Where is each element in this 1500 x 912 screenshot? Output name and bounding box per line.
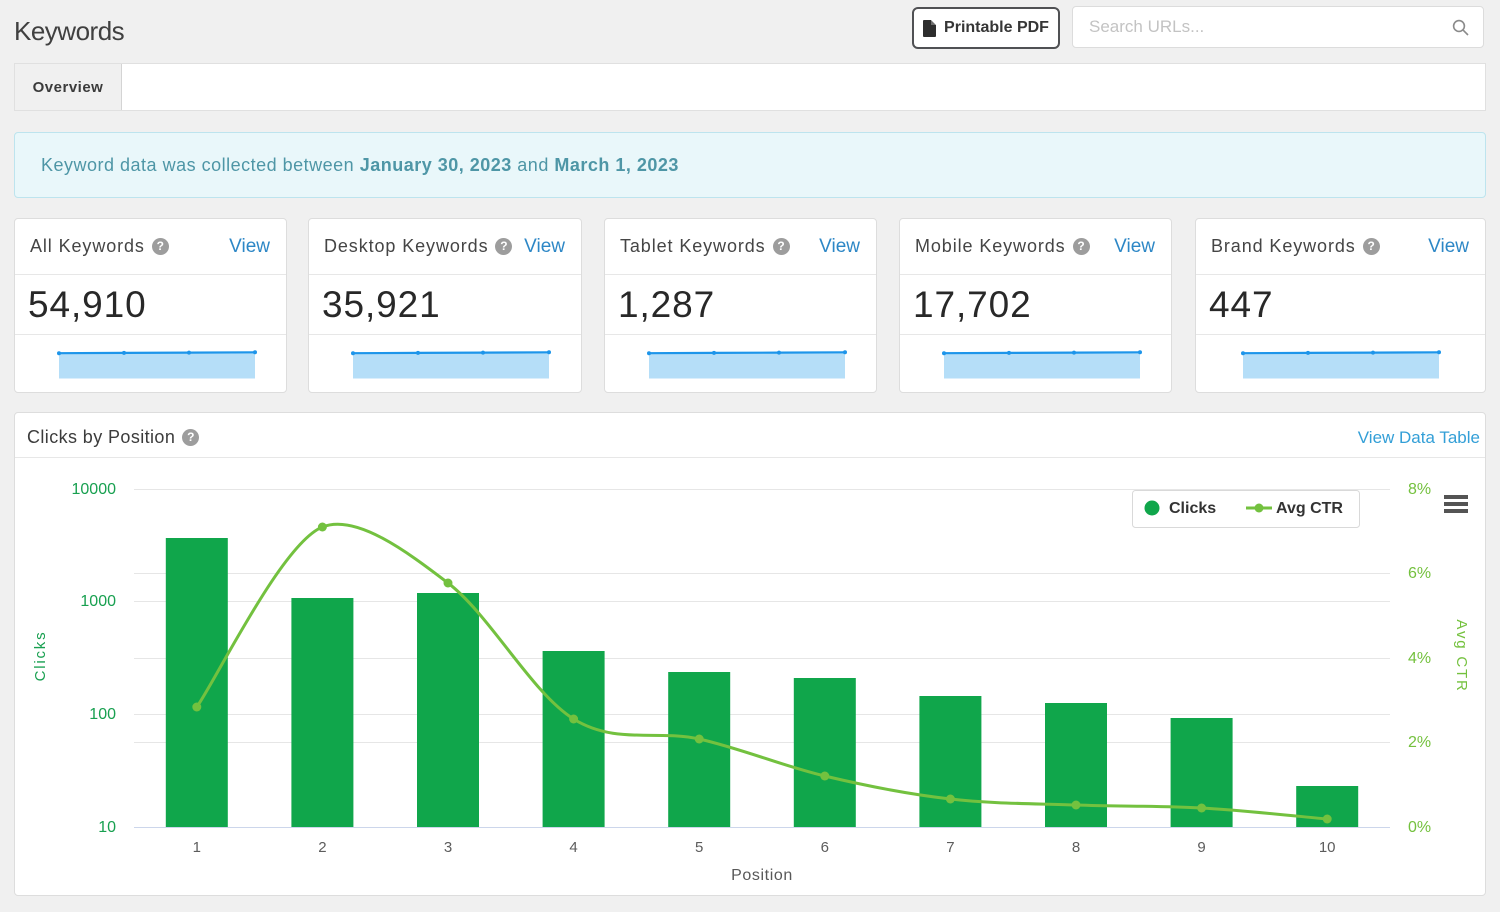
svg-text:6%: 6% — [1408, 565, 1431, 582]
svg-text:10: 10 — [1319, 839, 1336, 856]
svg-text:10000: 10000 — [72, 481, 117, 498]
svg-text:7: 7 — [946, 839, 954, 856]
svg-text:3: 3 — [444, 839, 452, 856]
svg-text:5: 5 — [695, 839, 703, 856]
svg-text:Clicks: Clicks — [32, 631, 49, 682]
svg-text:10: 10 — [98, 819, 116, 836]
svg-text:100: 100 — [89, 706, 116, 723]
svg-text:1000: 1000 — [80, 593, 116, 610]
svg-text:Position: Position — [731, 867, 793, 884]
svg-text:1: 1 — [193, 839, 201, 856]
svg-text:4%: 4% — [1408, 650, 1431, 667]
svg-text:8: 8 — [1072, 839, 1080, 856]
svg-text:Avg CTR: Avg CTR — [1453, 619, 1470, 692]
svg-text:0%: 0% — [1408, 819, 1431, 836]
svg-text:9: 9 — [1197, 839, 1205, 856]
svg-text:2: 2 — [318, 839, 326, 856]
svg-text:8%: 8% — [1408, 481, 1431, 498]
svg-text:4: 4 — [569, 839, 577, 856]
svg-text:Clicks: Clicks — [1169, 500, 1216, 517]
svg-text:Avg CTR: Avg CTR — [1276, 500, 1343, 517]
svg-text:2%: 2% — [1408, 734, 1431, 751]
svg-text:6: 6 — [821, 839, 829, 856]
